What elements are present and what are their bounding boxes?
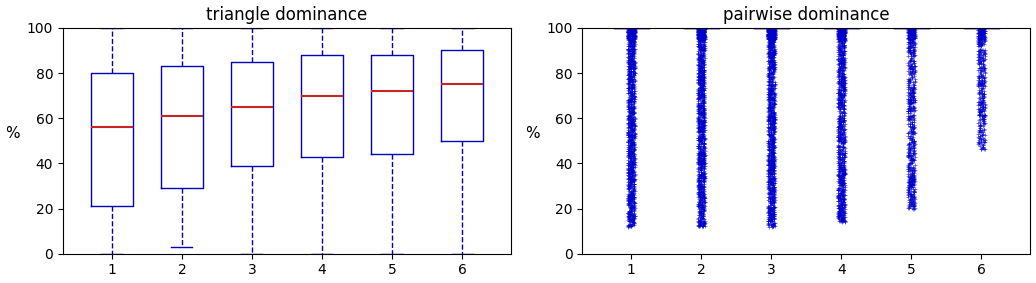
Y-axis label: %: % (5, 126, 20, 141)
Y-axis label: %: % (525, 126, 540, 141)
Title: triangle dominance: triangle dominance (206, 6, 368, 23)
Title: pairwise dominance: pairwise dominance (723, 6, 890, 23)
